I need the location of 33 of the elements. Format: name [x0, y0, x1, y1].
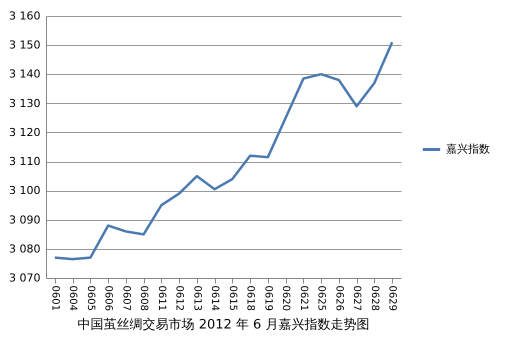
- x-tick-label: 0628: [368, 286, 380, 311]
- y-tick-label: 3 110: [9, 155, 40, 168]
- x-tick-label: 0629: [386, 286, 398, 311]
- x-tick-label: 0626: [333, 286, 344, 311]
- y-tick-label: 3 160: [9, 10, 40, 22]
- x-tick-label: 0614: [209, 286, 220, 311]
- x-tick-label: 0606: [102, 286, 114, 311]
- x-tick-label: 0608: [138, 286, 150, 311]
- text: 中国茧丝绸交易市场 2012 年 6 月嘉兴指数走势图: [78, 316, 370, 332]
- y-tick-label: 3 090: [9, 213, 40, 226]
- x-tick-label: 0625: [316, 286, 327, 311]
- y-tick-label: 3 080: [9, 242, 40, 256]
- line-series: [54, 40, 394, 260]
- x-tick-label: 0615: [226, 286, 238, 311]
- legend-label: 嘉兴指数: [446, 142, 490, 156]
- y-tick-label: 3 120: [9, 126, 40, 139]
- x-tick-label: 0604: [67, 286, 78, 311]
- x-tick-label: 0612: [174, 286, 185, 311]
- y-tick-label: 3 070: [9, 272, 40, 284]
- y-tick-label: 3 100: [9, 184, 40, 198]
- x-tick-label: 0613: [191, 286, 202, 311]
- x-tick-label: 0607: [120, 286, 132, 311]
- x-tick-label: 0618: [244, 286, 256, 311]
- x-tick-label: 0611: [156, 286, 167, 311]
- x-tick-label: 0627: [351, 286, 362, 311]
- x-tick-label: 0605: [84, 286, 96, 311]
- x-tick-label: 0621: [298, 286, 309, 311]
- x-tick-label: 0601: [49, 286, 60, 311]
- y-tick-label: 3 130: [9, 96, 40, 110]
- x-tick-label: 0619: [262, 286, 274, 311]
- y-tick-label: 3 150: [9, 38, 40, 52]
- y-tick-label: 3 140: [9, 68, 40, 81]
- x-tick-label: 0620: [280, 286, 292, 311]
